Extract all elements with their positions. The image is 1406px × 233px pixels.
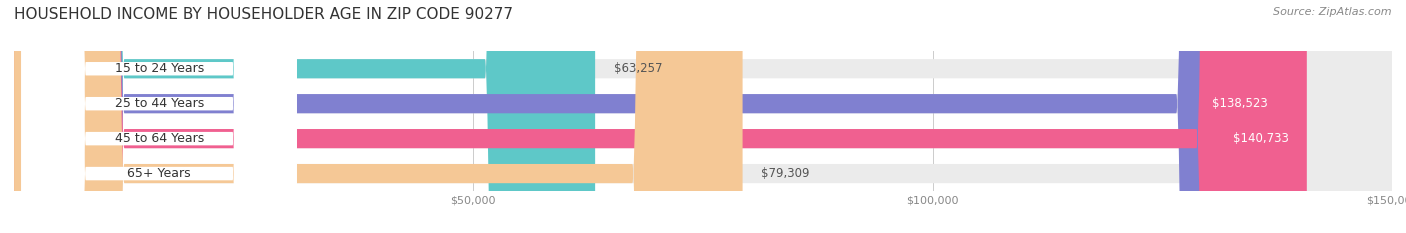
FancyBboxPatch shape [21, 0, 297, 233]
FancyBboxPatch shape [14, 0, 742, 233]
Text: 65+ Years: 65+ Years [128, 167, 191, 180]
FancyBboxPatch shape [14, 0, 1306, 233]
Text: 45 to 64 Years: 45 to 64 Years [114, 132, 204, 145]
FancyBboxPatch shape [14, 0, 1392, 233]
FancyBboxPatch shape [14, 0, 1392, 233]
FancyBboxPatch shape [21, 0, 297, 233]
Text: $140,733: $140,733 [1233, 132, 1288, 145]
Text: $63,257: $63,257 [613, 62, 662, 75]
Text: HOUSEHOLD INCOME BY HOUSEHOLDER AGE IN ZIP CODE 90277: HOUSEHOLD INCOME BY HOUSEHOLDER AGE IN Z… [14, 7, 513, 22]
Text: $138,523: $138,523 [1212, 97, 1268, 110]
FancyBboxPatch shape [21, 0, 297, 233]
Text: 15 to 24 Years: 15 to 24 Years [114, 62, 204, 75]
FancyBboxPatch shape [21, 0, 297, 233]
FancyBboxPatch shape [14, 0, 595, 233]
Text: Source: ZipAtlas.com: Source: ZipAtlas.com [1274, 7, 1392, 17]
FancyBboxPatch shape [14, 0, 1392, 233]
Text: $79,309: $79,309 [761, 167, 810, 180]
FancyBboxPatch shape [14, 0, 1286, 233]
Text: 25 to 44 Years: 25 to 44 Years [114, 97, 204, 110]
FancyBboxPatch shape [14, 0, 1392, 233]
